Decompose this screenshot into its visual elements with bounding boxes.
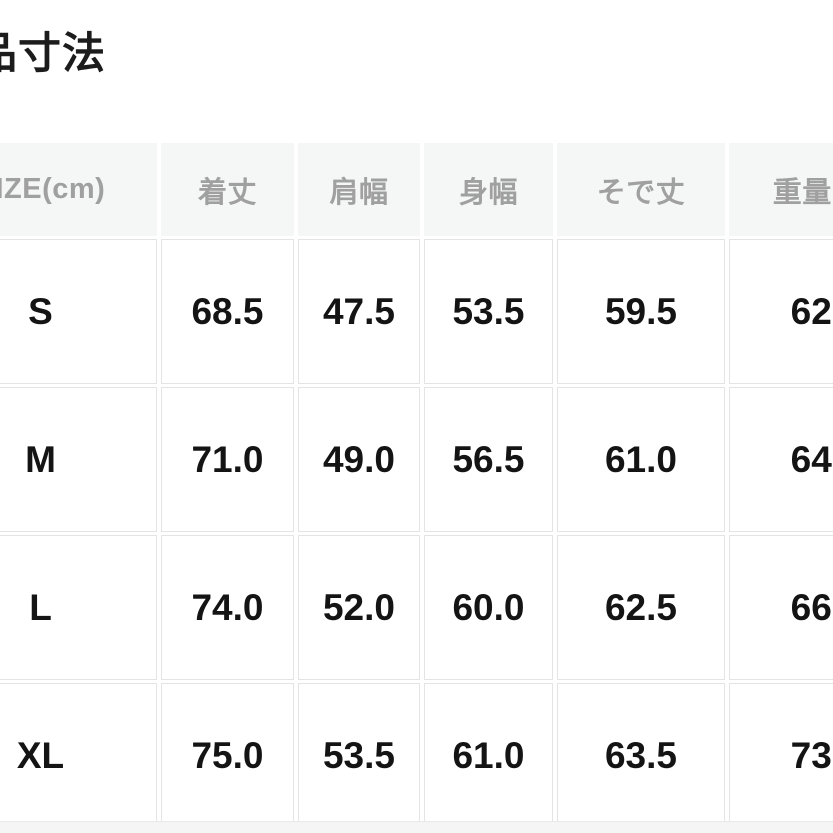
- col-header-weight: 重量(g): [729, 143, 833, 236]
- cell-body-length: 68.5: [161, 239, 294, 384]
- cell-body-width: 53.5: [424, 239, 553, 384]
- cell-body-width: 60.0: [424, 535, 553, 680]
- table-row-l: L 74.0 52.0 60.0 62.5 660: [0, 535, 833, 680]
- cell-weight: 640: [729, 387, 833, 532]
- cell-shoulder-width: 47.5: [298, 239, 420, 384]
- col-header-sleeve-length: そで丈: [557, 143, 725, 236]
- bottom-divider: [0, 821, 833, 833]
- size-chart-wrapper: SIZE(cm) 着丈 肩幅 身幅 そで丈 重量(g) S 68.5 47.5 …: [0, 140, 833, 831]
- header-row: SIZE(cm) 着丈 肩幅 身幅 そで丈 重量(g): [0, 143, 833, 236]
- cell-body-width: 61.0: [424, 683, 553, 828]
- cell-weight: 730: [729, 683, 833, 828]
- cell-body-length: 71.0: [161, 387, 294, 532]
- cell-shoulder-width: 49.0: [298, 387, 420, 532]
- size-label: XL: [0, 683, 157, 828]
- section-title: 商品寸法: [0, 30, 106, 78]
- cell-shoulder-width: 53.5: [298, 683, 420, 828]
- cell-weight: 620: [729, 239, 833, 384]
- size-label: M: [0, 387, 157, 532]
- col-header-shoulder-width: 肩幅: [298, 143, 420, 236]
- cell-shoulder-width: 52.0: [298, 535, 420, 680]
- col-header-body-length: 着丈: [161, 143, 294, 236]
- col-header-size: SIZE(cm): [0, 143, 157, 236]
- size-label: L: [0, 535, 157, 680]
- cell-sleeve-length: 63.5: [557, 683, 725, 828]
- cell-sleeve-length: 61.0: [557, 387, 725, 532]
- size-chart-table: SIZE(cm) 着丈 肩幅 身幅 そで丈 重量(g) S 68.5 47.5 …: [0, 140, 833, 831]
- cell-body-length: 74.0: [161, 535, 294, 680]
- size-label: S: [0, 239, 157, 384]
- cell-sleeve-length: 62.5: [557, 535, 725, 680]
- table-row-xl: XL 75.0 53.5 61.0 63.5 730: [0, 683, 833, 828]
- cell-sleeve-length: 59.5: [557, 239, 725, 384]
- cell-body-length: 75.0: [161, 683, 294, 828]
- table-row-s: S 68.5 47.5 53.5 59.5 620: [0, 239, 833, 384]
- table-row-m: M 71.0 49.0 56.5 61.0 640: [0, 387, 833, 532]
- cell-body-width: 56.5: [424, 387, 553, 532]
- col-header-body-width: 身幅: [424, 143, 553, 236]
- cell-weight: 660: [729, 535, 833, 680]
